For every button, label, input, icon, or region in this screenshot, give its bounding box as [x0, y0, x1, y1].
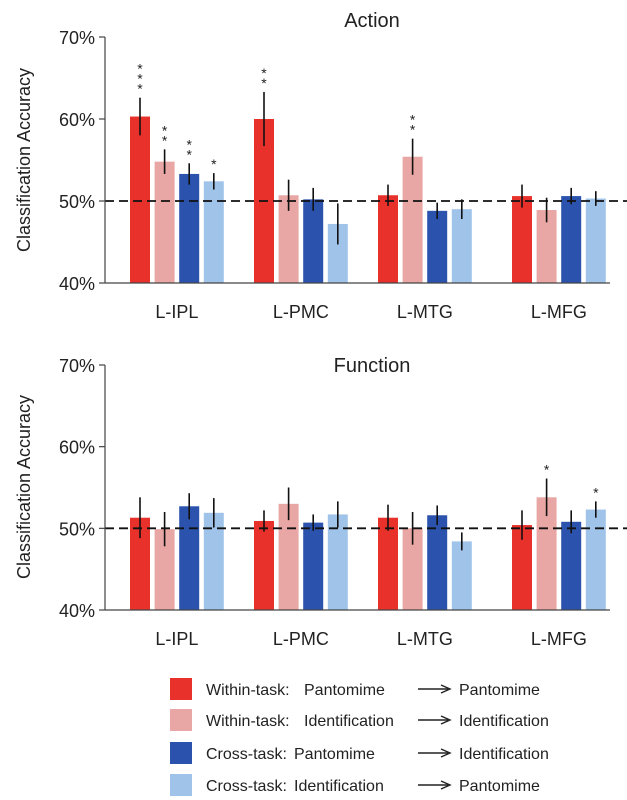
bar — [536, 210, 557, 283]
legend-from: Pantomime — [294, 746, 375, 763]
x-tick-label: L-MFG — [531, 302, 587, 322]
significance-star: * — [410, 112, 416, 128]
x-tick-label: L-MFG — [531, 629, 587, 649]
legend-arrow-icon — [440, 684, 452, 694]
bar — [203, 181, 224, 283]
legend-arrow-icon — [440, 748, 452, 758]
significance-star: * — [186, 146, 192, 162]
x-tick-label: L-PMC — [273, 302, 329, 322]
legend-from: Identification — [294, 778, 384, 795]
significance-star: * — [261, 65, 267, 81]
x-tick-label: L-MTG — [397, 629, 453, 649]
y-tick-label: 60% — [59, 110, 95, 130]
legend: Within-task: Pantomime PantomimeWithin-tas… — [170, 678, 549, 796]
bar — [327, 514, 348, 610]
x-tick-label: L-IPL — [155, 302, 198, 322]
legend-arrow-icon — [440, 715, 452, 725]
significance-star: * — [261, 75, 267, 91]
bar — [130, 116, 150, 283]
x-tick-label: L-PMC — [273, 629, 329, 649]
legend-swatch — [170, 774, 192, 796]
legend-arrow-icon — [440, 780, 452, 790]
bar — [154, 161, 175, 283]
legend-task: Within-task: — [206, 713, 290, 730]
legend-from: Identification — [304, 713, 394, 730]
legend-to: Identification — [459, 746, 549, 763]
action-panel: Action Classification Accuracy 40% 50% 60% 70… — [14, 10, 627, 322]
bar — [561, 521, 582, 610]
legend-swatch — [170, 709, 192, 731]
bar — [402, 528, 423, 610]
legend-task: Within-task: — [206, 682, 290, 699]
bar — [427, 515, 448, 610]
bar — [179, 506, 200, 610]
bar — [451, 209, 472, 283]
significance-star: * — [162, 122, 168, 138]
significance-star: * — [137, 81, 143, 97]
bar — [327, 223, 348, 283]
y-axis-label: Classification Accuracy — [14, 395, 34, 579]
y-tick-label: 70% — [59, 28, 95, 48]
chart-title: Action — [344, 10, 400, 32]
legend-swatch — [170, 678, 192, 700]
significance-star: * — [162, 132, 168, 148]
bar — [585, 198, 606, 283]
bar — [451, 541, 472, 610]
bar — [561, 196, 582, 283]
y-axis-label: Classification Accuracy — [14, 68, 34, 252]
chart-title: Function — [334, 355, 411, 377]
legend-task: Cross-task: — [206, 778, 287, 795]
bar — [402, 156, 423, 283]
bar — [585, 509, 606, 610]
bar — [512, 525, 532, 610]
significance-star: * — [137, 61, 143, 77]
significance-star: * — [211, 156, 217, 172]
bar — [254, 520, 274, 610]
bar — [179, 173, 200, 283]
y-tick-label: 70% — [59, 356, 95, 376]
significance-star: * — [186, 136, 192, 152]
bar — [378, 517, 398, 610]
bar — [303, 199, 324, 283]
legend-to: Pantomime — [459, 682, 540, 699]
legend-to: Identification — [459, 713, 549, 730]
bar — [378, 195, 398, 283]
bar — [536, 497, 557, 610]
significance-star: * — [593, 484, 599, 500]
legend-swatch — [170, 742, 192, 764]
bar — [130, 517, 150, 610]
y-tick-label: 40% — [59, 274, 95, 294]
bar — [203, 512, 224, 610]
bar — [278, 195, 299, 283]
function-panel: Function Classification Accuracy 40% 50% 60%… — [14, 355, 627, 649]
legend-task: Cross-task: — [206, 746, 287, 763]
y-tick-label: 50% — [59, 519, 95, 539]
bar — [427, 210, 448, 283]
y-tick-label: 60% — [59, 438, 95, 458]
legend-to: Pantomime — [459, 778, 540, 795]
y-tick-label: 50% — [59, 192, 95, 212]
significance-star: * — [544, 462, 550, 478]
bar — [154, 529, 175, 610]
y-tick-label: 40% — [59, 601, 95, 621]
legend-from: Pantomime — [304, 682, 385, 699]
significance-star: * — [137, 71, 143, 87]
significance-star: * — [410, 122, 416, 138]
bar — [512, 196, 532, 283]
bar — [278, 503, 299, 610]
x-tick-label: L-IPL — [155, 629, 198, 649]
bar — [303, 522, 324, 610]
x-tick-label: L-MTG — [397, 302, 453, 322]
